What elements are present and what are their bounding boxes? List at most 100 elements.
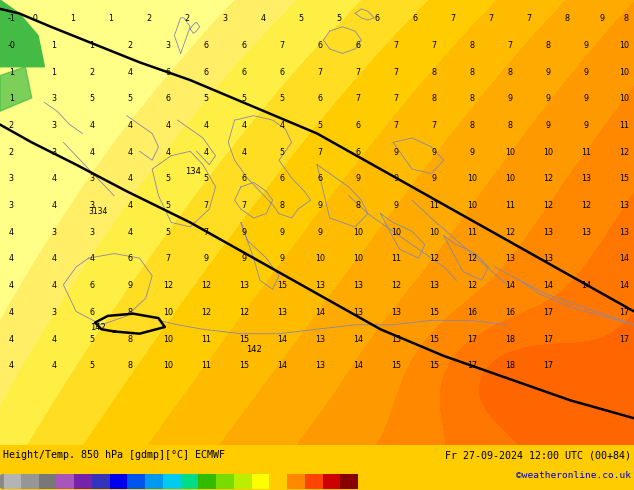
- Text: 1: 1: [9, 94, 14, 103]
- Text: 10: 10: [391, 228, 401, 237]
- Text: 4: 4: [89, 254, 94, 264]
- Text: 4: 4: [127, 147, 133, 157]
- Text: 2: 2: [184, 14, 190, 23]
- Text: 6: 6: [280, 68, 285, 76]
- Text: 9: 9: [546, 94, 551, 103]
- Text: 4: 4: [127, 121, 133, 130]
- Text: 4: 4: [9, 308, 14, 317]
- Text: 5: 5: [89, 94, 94, 103]
- Text: 4: 4: [127, 201, 133, 210]
- Text: 12: 12: [505, 228, 515, 237]
- Text: 14: 14: [619, 254, 630, 264]
- Text: 2: 2: [9, 121, 14, 130]
- Text: 15: 15: [277, 281, 287, 290]
- Text: 5: 5: [337, 14, 342, 23]
- Text: 4: 4: [127, 174, 133, 183]
- Text: 14: 14: [353, 361, 363, 370]
- Text: 8: 8: [432, 94, 437, 103]
- Text: 15: 15: [239, 335, 249, 343]
- Text: 14: 14: [543, 281, 553, 290]
- Text: 9: 9: [394, 174, 399, 183]
- Text: 9: 9: [546, 68, 551, 76]
- Polygon shape: [0, 0, 44, 67]
- Text: 14: 14: [277, 335, 287, 343]
- Text: 6: 6: [356, 121, 361, 130]
- Text: 13: 13: [315, 361, 325, 370]
- Text: 6: 6: [280, 174, 285, 183]
- Text: 9: 9: [584, 68, 589, 76]
- Text: 16: 16: [505, 308, 515, 317]
- Text: 13: 13: [581, 174, 592, 183]
- Text: 142: 142: [91, 322, 106, 332]
- Text: 5: 5: [89, 361, 94, 370]
- Text: 8: 8: [127, 335, 133, 343]
- Text: 13: 13: [391, 308, 401, 317]
- Text: 7: 7: [489, 14, 494, 23]
- Text: 13: 13: [619, 201, 630, 210]
- Text: 3: 3: [51, 228, 56, 237]
- Text: 15: 15: [429, 361, 439, 370]
- Text: 12: 12: [543, 201, 553, 210]
- Text: 7: 7: [280, 41, 285, 50]
- Text: 9: 9: [394, 147, 399, 157]
- Text: 7: 7: [394, 68, 399, 76]
- Text: -1: -1: [8, 14, 15, 23]
- Text: 17: 17: [543, 335, 553, 343]
- Text: 13: 13: [543, 254, 553, 264]
- Text: 3: 3: [89, 201, 94, 210]
- Text: 14: 14: [315, 308, 325, 317]
- Text: 4: 4: [51, 281, 56, 290]
- Text: 4: 4: [261, 14, 266, 23]
- Text: 10: 10: [619, 41, 630, 50]
- Text: 5: 5: [165, 201, 171, 210]
- Text: 12: 12: [467, 281, 477, 290]
- Text: 8: 8: [470, 41, 475, 50]
- Text: 5: 5: [204, 174, 209, 183]
- Text: 11: 11: [391, 254, 401, 264]
- Text: 8: 8: [356, 201, 361, 210]
- Text: 9: 9: [584, 41, 589, 50]
- Text: 11: 11: [505, 201, 515, 210]
- Text: 13: 13: [277, 308, 287, 317]
- Text: 12: 12: [201, 281, 211, 290]
- Text: 7: 7: [432, 121, 437, 130]
- Text: 9: 9: [584, 94, 589, 103]
- Text: 7: 7: [204, 201, 209, 210]
- Text: 4: 4: [165, 147, 171, 157]
- Text: 8: 8: [546, 41, 551, 50]
- Text: 10: 10: [163, 335, 173, 343]
- Text: 18: 18: [505, 335, 515, 343]
- Text: 10: 10: [543, 147, 553, 157]
- Text: 1: 1: [51, 41, 56, 50]
- Text: 17: 17: [543, 308, 553, 317]
- Text: 7: 7: [204, 228, 209, 237]
- Text: 9: 9: [318, 228, 323, 237]
- Text: 10: 10: [505, 174, 515, 183]
- Text: 4: 4: [127, 68, 133, 76]
- Polygon shape: [0, 474, 3, 489]
- Text: 8: 8: [470, 121, 475, 130]
- Text: 12: 12: [581, 201, 592, 210]
- Text: 3134: 3134: [89, 207, 108, 216]
- Text: 7: 7: [508, 41, 513, 50]
- Text: 13: 13: [543, 228, 553, 237]
- Text: 3: 3: [51, 94, 56, 103]
- Text: 9: 9: [432, 147, 437, 157]
- Text: 8: 8: [280, 201, 285, 210]
- Text: 10: 10: [353, 228, 363, 237]
- Text: 10: 10: [467, 174, 477, 183]
- Text: 6: 6: [127, 254, 133, 264]
- Text: 15: 15: [429, 335, 439, 343]
- Text: 1: 1: [108, 14, 113, 23]
- Text: 12: 12: [543, 174, 553, 183]
- Text: 6: 6: [204, 68, 209, 76]
- Text: 4: 4: [9, 254, 14, 264]
- Text: 14: 14: [619, 281, 630, 290]
- Bar: [163, 474, 181, 489]
- Text: 9: 9: [600, 14, 605, 23]
- Text: 3: 3: [9, 201, 14, 210]
- Text: 6: 6: [375, 14, 380, 23]
- Text: 9: 9: [394, 201, 399, 210]
- Text: 7: 7: [394, 94, 399, 103]
- Text: 9: 9: [356, 174, 361, 183]
